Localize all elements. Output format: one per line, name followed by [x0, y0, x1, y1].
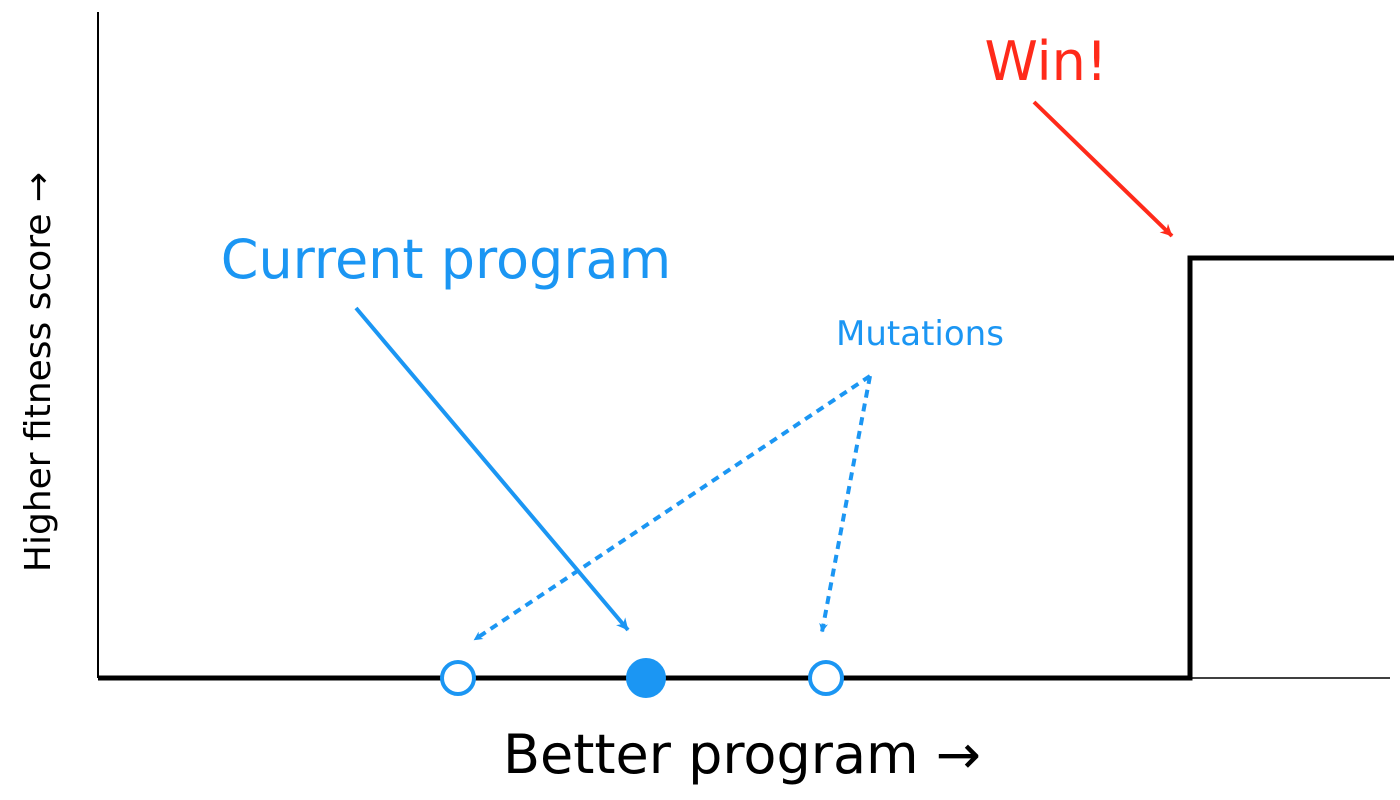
y-axis-label: Higher fitness score →: [18, 172, 59, 572]
fitness-curve: [98, 255, 1394, 681]
x-axis-label: Better program →: [503, 723, 981, 786]
mutations-label: Mutations: [836, 314, 1004, 354]
current-program-marker: [626, 658, 666, 698]
mutation-arrow-left: [472, 374, 872, 642]
current-program-label: Current program: [221, 228, 671, 291]
win-arrow: [1032, 100, 1174, 238]
mutation-marker-left: [440, 660, 476, 696]
mutation-arrow-right: [819, 375, 872, 633]
current-program-arrow: [354, 306, 630, 632]
mutation-marker-right: [808, 660, 844, 696]
win-label: Win!: [984, 30, 1107, 93]
